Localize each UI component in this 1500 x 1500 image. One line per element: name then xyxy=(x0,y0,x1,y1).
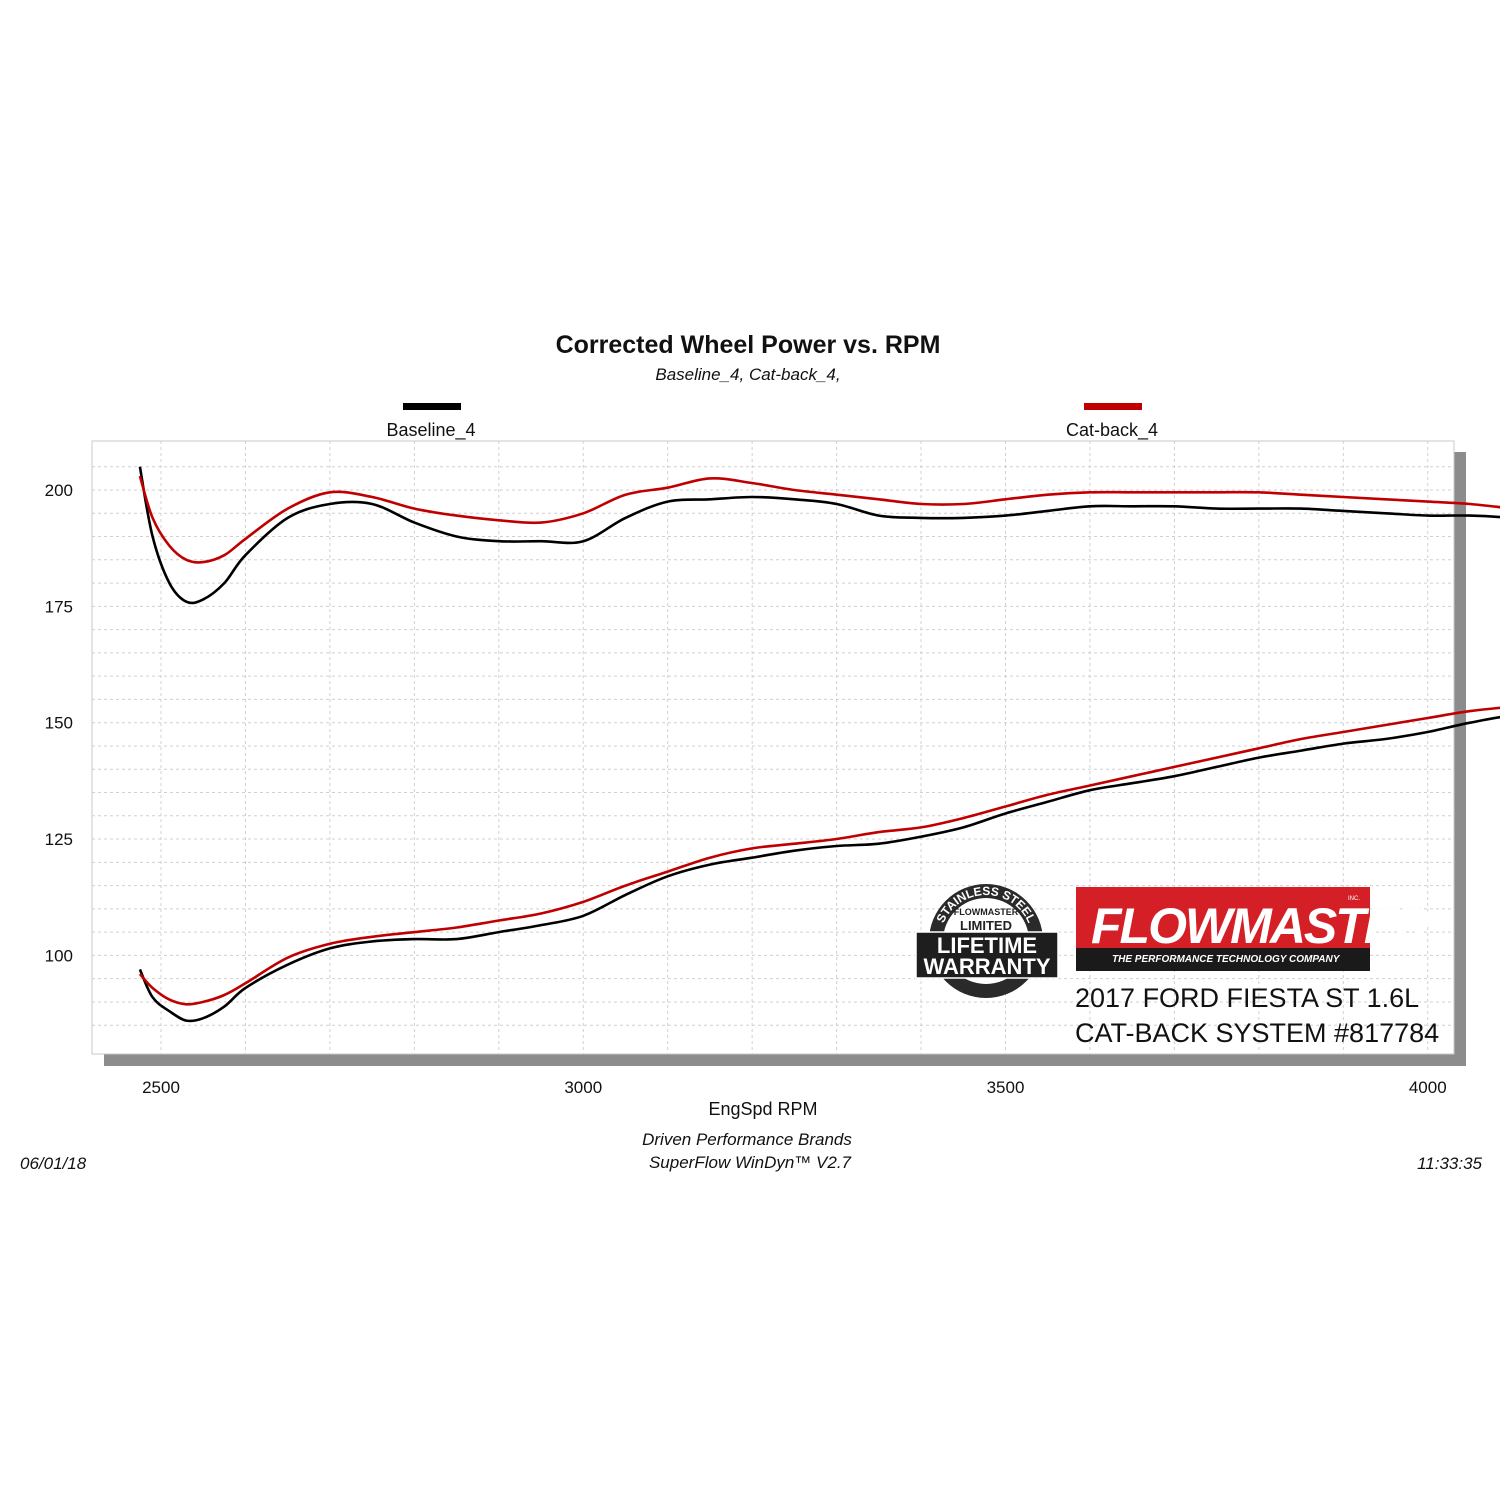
logo-tagline: THE PERFORMANCE TECHNOLOGY COMPANY xyxy=(1112,954,1341,965)
axis-ticks: 2500300035004000450050005500100125150175… xyxy=(45,481,1447,1097)
x-tick-label: 4000 xyxy=(1409,1078,1447,1097)
x-tick-label: 2500 xyxy=(142,1078,180,1097)
legend-label-catback: Cat-back_4 xyxy=(1066,420,1158,441)
logo-tagline-bar xyxy=(1076,948,1370,971)
warranty-badge: STAINLESS STEEL FLOWMASTER LIMITED LIFET… xyxy=(915,884,1059,998)
y-tick-label: 100 xyxy=(45,946,73,965)
legend-swatch-baseline xyxy=(403,403,461,410)
caption-vehicle: 2017 FORD FIESTA ST 1.6L xyxy=(1075,983,1419,1013)
footer-time: 11:33:35 xyxy=(1417,1154,1482,1173)
y-tick-label: 175 xyxy=(45,597,73,616)
badge-limited: LIMITED xyxy=(960,918,1012,933)
legend-swatch-catback xyxy=(1084,403,1142,410)
chart-subtitle: Baseline_4, Cat-back_4, xyxy=(655,365,840,384)
x-tick-label: 3500 xyxy=(987,1078,1025,1097)
badge-line-2: WARRANTY xyxy=(923,954,1050,979)
y-tick-label: 150 xyxy=(45,714,73,733)
y-tick-label: 125 xyxy=(45,830,73,849)
footer-date: 06/01/18 xyxy=(20,1154,87,1173)
series-line-baseline-power xyxy=(138,466,1500,605)
series-line-baseline-torque xyxy=(138,715,1500,1023)
logo-wordmark: FLOWMASTER xyxy=(1091,898,1431,954)
x-axis-label: EngSpd RPM xyxy=(708,1099,817,1119)
y-tick-label: 200 xyxy=(45,481,73,500)
logo-inc: INC. xyxy=(1348,896,1360,902)
legend-label-baseline: Baseline_4 xyxy=(386,420,475,441)
grid-lines xyxy=(92,441,1454,1054)
caption-part-number: CAT-BACK SYSTEM #817784 xyxy=(1075,1018,1439,1048)
footer-software: SuperFlow WinDyn™ V2.7 xyxy=(649,1153,852,1172)
series-line-catback-power xyxy=(138,475,1500,564)
badge-banner xyxy=(915,931,1059,979)
x-tick-label: 3000 xyxy=(564,1078,602,1097)
footer-company: Driven Performance Brands xyxy=(642,1130,852,1149)
series-lines xyxy=(138,466,1500,1023)
badge-brand: FLOWMASTER xyxy=(954,907,1019,917)
flowmaster-logo: FLOWMASTER INC. THE PERFORMANCE TECHNOLO… xyxy=(1076,887,1433,971)
chart-title: Corrected Wheel Power vs. RPM xyxy=(556,331,941,359)
series-line-catback-torque xyxy=(138,706,1500,1006)
badge-line-1: LIFETIME xyxy=(937,933,1037,958)
